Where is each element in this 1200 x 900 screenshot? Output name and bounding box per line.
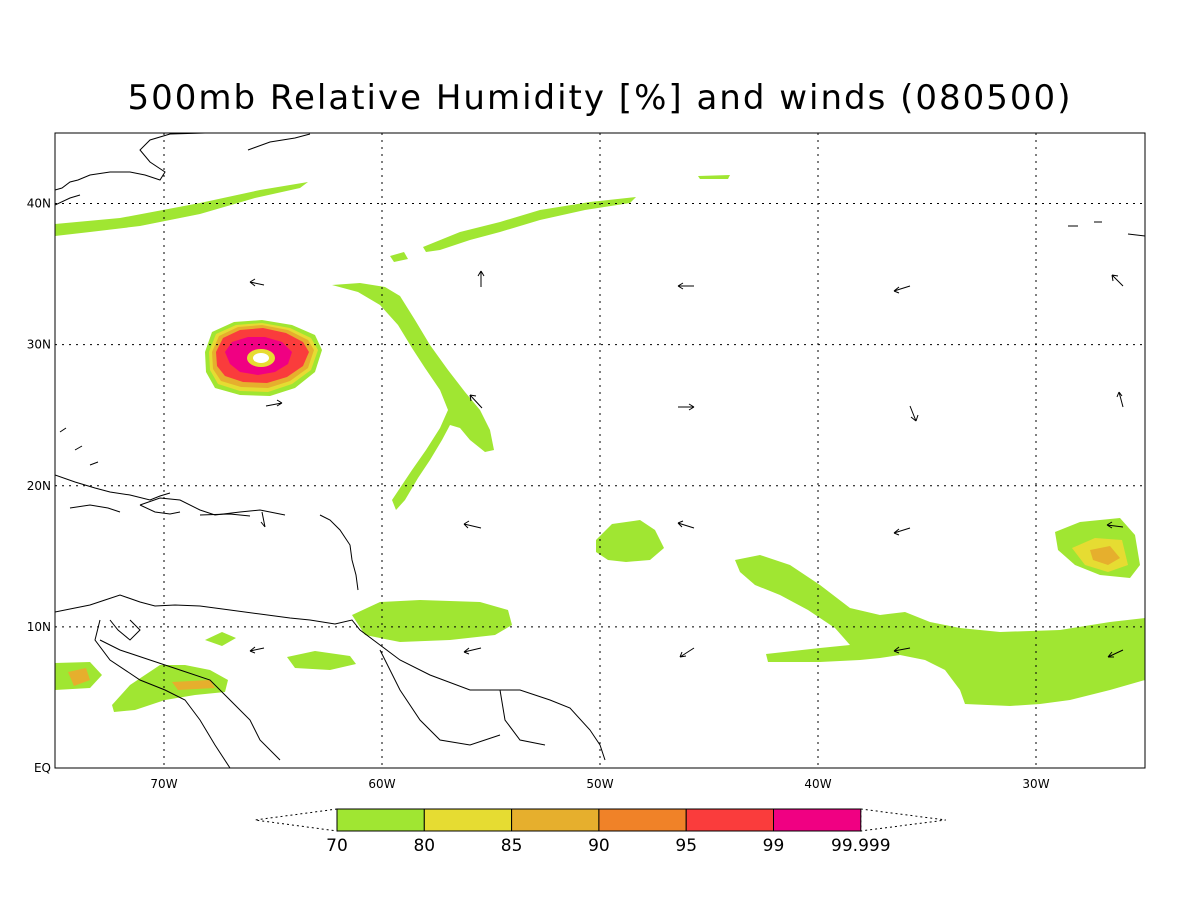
lat-tick-label: EQ <box>34 761 51 775</box>
lon-tick-label: 50W <box>586 777 613 791</box>
lat-lon-grid <box>55 133 1145 768</box>
coastline-northeast-us <box>55 133 206 191</box>
wind-arrow <box>463 520 482 529</box>
rh-band-southeast <box>735 555 1145 706</box>
map-area <box>55 133 1145 768</box>
wind-arrow <box>265 399 283 407</box>
coastline-nova-scotia <box>247 133 311 151</box>
colorbar-label: 70 <box>326 836 348 856</box>
coastline-south-america <box>55 594 606 761</box>
colorbar-bin <box>685 808 775 832</box>
wind-arrow <box>679 647 695 658</box>
coastline-long-island <box>55 194 81 206</box>
colorbar-high-extension <box>860 808 946 832</box>
colorbar-low-extension <box>254 808 338 832</box>
colorbar-label: 99 <box>763 836 785 856</box>
rh-patch-north <box>698 175 730 179</box>
wind-arrow <box>909 405 919 422</box>
rh-patch-colombia <box>205 632 236 646</box>
coastline-jamaica <box>69 504 121 513</box>
lon-tick-label: 30W <box>1022 777 1049 791</box>
wind-arrow <box>678 403 695 411</box>
wind-arrow <box>677 520 695 529</box>
coastline-colombia <box>94 619 231 768</box>
lat-tick-label: 30N <box>27 338 51 352</box>
rh-blob-venezuela-85 <box>172 680 215 690</box>
coastline-interior-border-2 <box>379 649 501 746</box>
rh-band-north-central <box>423 197 636 252</box>
coastline-interior-border-3 <box>499 689 546 746</box>
coastline-bahamas-1 <box>59 427 67 433</box>
map-title: 500mb Relative Humidity [%] and winds (0… <box>127 78 1073 118</box>
colorbar-bin <box>598 808 687 832</box>
colorbar-label: 90 <box>588 836 610 856</box>
coastlines <box>55 133 1145 768</box>
rh-blob-10n <box>352 600 512 642</box>
rh-patch-central <box>596 520 664 562</box>
colorbar-label: 80 <box>413 836 435 856</box>
lon-tick-label: 60W <box>368 777 395 791</box>
longitude-labels: 70W 60W 50W 40W 30W <box>150 777 1049 791</box>
colorbar-label: 95 <box>675 836 697 856</box>
colorbar-bin <box>773 808 862 832</box>
wind-arrow <box>469 394 483 409</box>
wind-arrows <box>249 270 1124 658</box>
colorbar-end-label: 99.999 <box>831 836 890 856</box>
colorbar-label: 85 <box>501 836 523 856</box>
wind-arrow <box>260 511 266 528</box>
wind-arrow <box>463 647 482 655</box>
colorbar-bin <box>336 808 425 832</box>
wind-arrow <box>1106 521 1124 529</box>
coastline-venezuela-gulf <box>109 619 141 641</box>
coastline-antilles <box>319 514 359 591</box>
rh-blob-venezuela <box>112 665 228 712</box>
lat-tick-label: 40N <box>27 197 51 211</box>
coastline-hispaniola-south <box>139 504 181 515</box>
wind-arrow <box>1116 391 1124 408</box>
wind-arrow <box>249 646 265 654</box>
coastline-bahamas-2 <box>74 445 83 451</box>
rh-band-northwest <box>55 182 308 236</box>
map-frame <box>54 132 1146 769</box>
coastline-interior-border <box>99 639 281 761</box>
wind-arrow <box>249 278 265 287</box>
rh-patch-southwest-85 <box>68 668 90 686</box>
rh-band-curved <box>332 283 494 510</box>
latitude-labels: 40N 30N 20N 10N EQ <box>27 197 51 775</box>
coastline-puerto-rico <box>199 513 251 517</box>
rh-blob-eye <box>253 353 269 363</box>
colorbar: 70 80 85 90 95 99 99.999 <box>254 808 946 856</box>
wind-arrow <box>677 282 694 290</box>
wind-arrow <box>477 270 485 287</box>
colorbar-bin <box>423 808 513 832</box>
lon-tick-label: 70W <box>150 777 177 791</box>
wind-arrow <box>1107 649 1124 658</box>
wind-arrow <box>893 527 911 536</box>
lat-tick-label: 10N <box>27 620 51 634</box>
rh-patch-coast <box>287 651 356 670</box>
coastline-portugal <box>1127 233 1145 237</box>
wind-arrow <box>893 285 911 294</box>
rh-patch-east-85 <box>1090 546 1120 565</box>
lat-tick-label: 20N <box>27 479 51 493</box>
humidity-shading <box>55 175 1145 712</box>
wind-arrow <box>1111 274 1124 287</box>
wind-arrow <box>893 646 911 654</box>
coastline-bahamas-3 <box>89 461 99 466</box>
coastline-cuba <box>55 474 171 501</box>
lon-tick-label: 40W <box>804 777 831 791</box>
rh-patch-small-1 <box>390 252 408 262</box>
colorbar-bin <box>511 808 600 832</box>
